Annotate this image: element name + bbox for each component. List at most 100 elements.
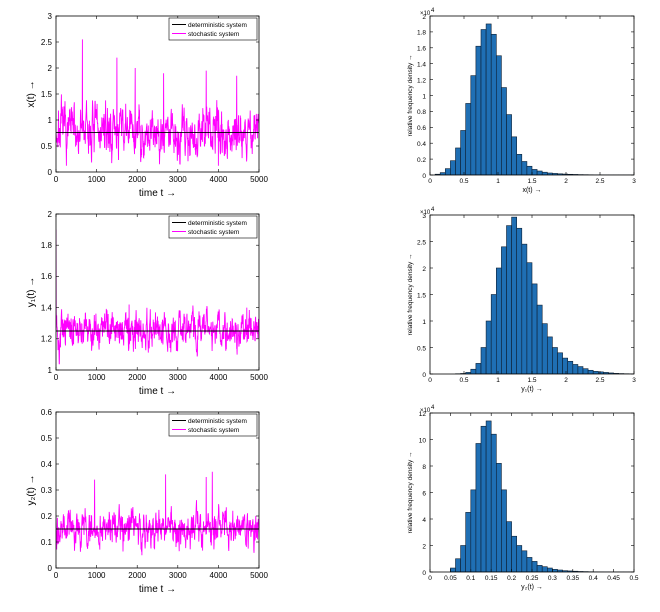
histogram-bar <box>572 364 579 374</box>
y-axis-label: x(t) → <box>26 80 37 107</box>
histogram-bar <box>577 366 584 374</box>
histogram-bar <box>485 23 492 175</box>
x-tick-label: 0.2 <box>507 575 516 582</box>
histogram-bar <box>552 347 558 374</box>
histogram-bar <box>490 33 497 175</box>
legend-box <box>168 215 258 239</box>
histogram-bar <box>490 294 497 374</box>
histogram-bar <box>516 154 523 175</box>
histogram-bar <box>531 561 538 572</box>
y-tick-label: 1.5 <box>41 90 53 99</box>
y-exponent-base: ×10 <box>420 210 431 216</box>
x-tick-label: 0 <box>54 571 59 580</box>
histogram-bar <box>465 512 472 572</box>
histogram-bar <box>546 336 553 374</box>
x-tick-label: 1000 <box>88 571 106 580</box>
y-axis-label: relative frequency density → <box>407 451 414 533</box>
y-tick-label: 1.5 <box>417 292 426 299</box>
y-tick-label: 1.4 <box>417 62 426 69</box>
y-tick-label: 12 <box>419 411 427 418</box>
x-axis-label: time t → <box>139 386 176 397</box>
histogram-bar <box>501 87 507 175</box>
histogram-bar <box>516 545 523 572</box>
y-tick-label: 0 <box>422 173 426 180</box>
stochastic-series-line <box>56 471 259 556</box>
x-tick-label: 3 <box>632 377 636 384</box>
histogram-bar <box>480 29 487 175</box>
y-tick-label: 2 <box>422 543 426 550</box>
y-tick-label: 2 <box>422 14 426 21</box>
y-tick-label: 2.5 <box>417 239 426 246</box>
y-exponent-base: ×10 <box>420 11 431 17</box>
y-tick-label: 3 <box>422 213 426 220</box>
x-tick-label: 2000 <box>128 571 146 580</box>
x-axis-label: x(t) → <box>522 187 541 194</box>
histogram-bar <box>541 323 548 374</box>
histogram-bar <box>475 363 482 374</box>
histogram-bar <box>536 304 543 374</box>
x-tick-label: 1.5 <box>527 178 536 185</box>
y-tick-label: 1.8 <box>417 30 426 37</box>
histogram-bar <box>475 443 482 572</box>
histogram-bar <box>455 147 461 175</box>
y-tick-label: 0.2 <box>41 512 53 521</box>
histogram-bar <box>516 227 523 374</box>
histogram-bar <box>450 160 456 175</box>
histogram-bar <box>450 567 456 572</box>
y-tick-label: 0.2 <box>417 157 426 164</box>
histogram-bar <box>495 55 502 175</box>
legend-label-stochastic: stochastic system <box>188 427 239 434</box>
y-tick-label: 1 <box>48 366 53 375</box>
x-tick-label: 0.15 <box>485 575 498 582</box>
x-tick-label: 1000 <box>88 175 106 184</box>
y-tick-label: 0.4 <box>41 460 53 469</box>
y-tick-label: 0.8 <box>417 109 426 116</box>
chart-ts_x: 0 1000 2000 3000 4000 5000 0 0.5 1 1.5 2 2.5 3 time t… <box>26 12 268 199</box>
x-tick-label: 0 <box>54 175 59 184</box>
chart-hist_y2: 0 0.05 0.1 0.15 0.2 0.25 0.3 0.35 0.4 0.45 0.5 0 2 4 6… <box>407 405 639 591</box>
legend: deterministic system stochastic system <box>168 17 258 41</box>
histogram-bar <box>480 347 487 374</box>
y-tick-label: 1.8 <box>41 241 53 250</box>
x-tick-label: 0 <box>428 178 432 185</box>
x-axis-label: time t → <box>139 584 176 595</box>
chart-hist_x: 0 0.5 1 1.5 2 2.5 3 0 0.2 0.4 0.6 0.8 1 1.2 1.4 1.6 1.8 2… <box>407 8 636 194</box>
histogram-bar <box>511 136 518 175</box>
chart-hist_y1: 0 0.5 1 1.5 2 2.5 3 0 0.5 1 1.5 2 2.5 3 y₁(t) → relativ… <box>407 207 636 393</box>
histogram-bar <box>541 566 548 572</box>
legend-box <box>168 17 258 41</box>
histogram-bar <box>506 225 512 374</box>
histogram-bar <box>460 545 467 572</box>
y-axis-label: relative frequency density → <box>407 54 414 136</box>
y-tick-label: 2 <box>48 210 53 219</box>
histogram-bar <box>470 489 477 572</box>
legend-box <box>168 413 258 437</box>
x-axis-label: time t → <box>139 188 176 199</box>
y-exponent-power: 4 <box>431 8 435 14</box>
x-tick-label: 2.5 <box>595 377 604 384</box>
histogram-bar <box>455 558 461 572</box>
legend-label-stochastic: stochastic system <box>188 229 239 236</box>
y-tick-label: 0 <box>422 372 426 379</box>
y-tick-label: 1.2 <box>417 77 426 84</box>
x-tick-label: 0.5 <box>459 377 468 384</box>
x-tick-label: 0.05 <box>444 575 457 582</box>
y-tick-label: 0.5 <box>41 434 53 443</box>
x-tick-label: 4000 <box>210 175 228 184</box>
histogram-bar <box>470 368 477 374</box>
y-tick-label: 0.5 <box>41 142 53 151</box>
histogram-bar <box>485 420 492 572</box>
histogram-bar <box>546 567 553 572</box>
x-tick-label: 2 <box>564 178 568 185</box>
x-tick-label: 2 <box>564 377 568 384</box>
chart-ts_y2: 0 1000 2000 3000 4000 5000 0 0.1 0.2 0.3 0.4 0.5 0.6… <box>26 408 268 595</box>
x-tick-label: 3000 <box>169 571 187 580</box>
x-tick-label: 0.1 <box>466 575 475 582</box>
x-tick-label: 5000 <box>250 571 268 580</box>
y-axis-label: y₂(t) → <box>26 474 37 505</box>
x-axis-label: y₁(t) → <box>521 386 542 393</box>
y-tick-label: 1.2 <box>41 335 53 344</box>
y-exponent-base: ×10 <box>420 408 431 414</box>
x-tick-label: 2000 <box>128 175 146 184</box>
